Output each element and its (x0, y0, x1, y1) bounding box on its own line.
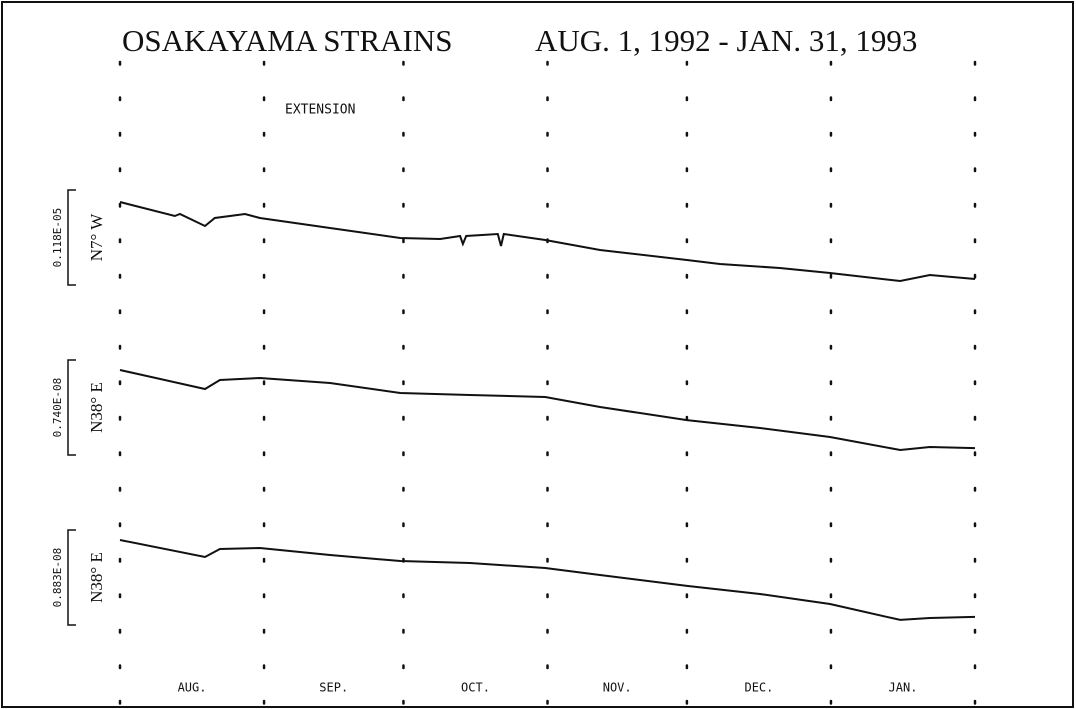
x-tick-label: NOV. (603, 681, 632, 695)
x-tick-label: SEP. (319, 681, 348, 695)
scale-bar (67, 529, 76, 626)
series-name: N7° W (87, 213, 106, 262)
x-tick-label: JAN. (889, 681, 918, 695)
scale-bar (67, 359, 76, 456)
strain-line (119, 369, 976, 452)
series-name: N38° E (87, 552, 106, 603)
strain-line (119, 201, 976, 283)
chart-title: OSAKAYAMA STRAINS (122, 23, 452, 58)
x-tick-label: DEC. (744, 681, 773, 695)
scale-label: 0.118E-05 (51, 208, 64, 268)
strain-line (119, 539, 976, 621)
x-tick-label: AUG. (178, 681, 207, 695)
series-name: N38° E (87, 382, 106, 433)
scale-label: 0.740E-08 (51, 378, 64, 438)
chart-subtitle: AUG. 1, 1992 - JAN. 31, 1993 (535, 23, 917, 58)
annotation: EXTENSION (285, 103, 355, 118)
x-tick-label: OCT. (461, 681, 490, 695)
scale-label: 0.883E-08 (51, 548, 64, 608)
scale-bar (67, 189, 76, 286)
